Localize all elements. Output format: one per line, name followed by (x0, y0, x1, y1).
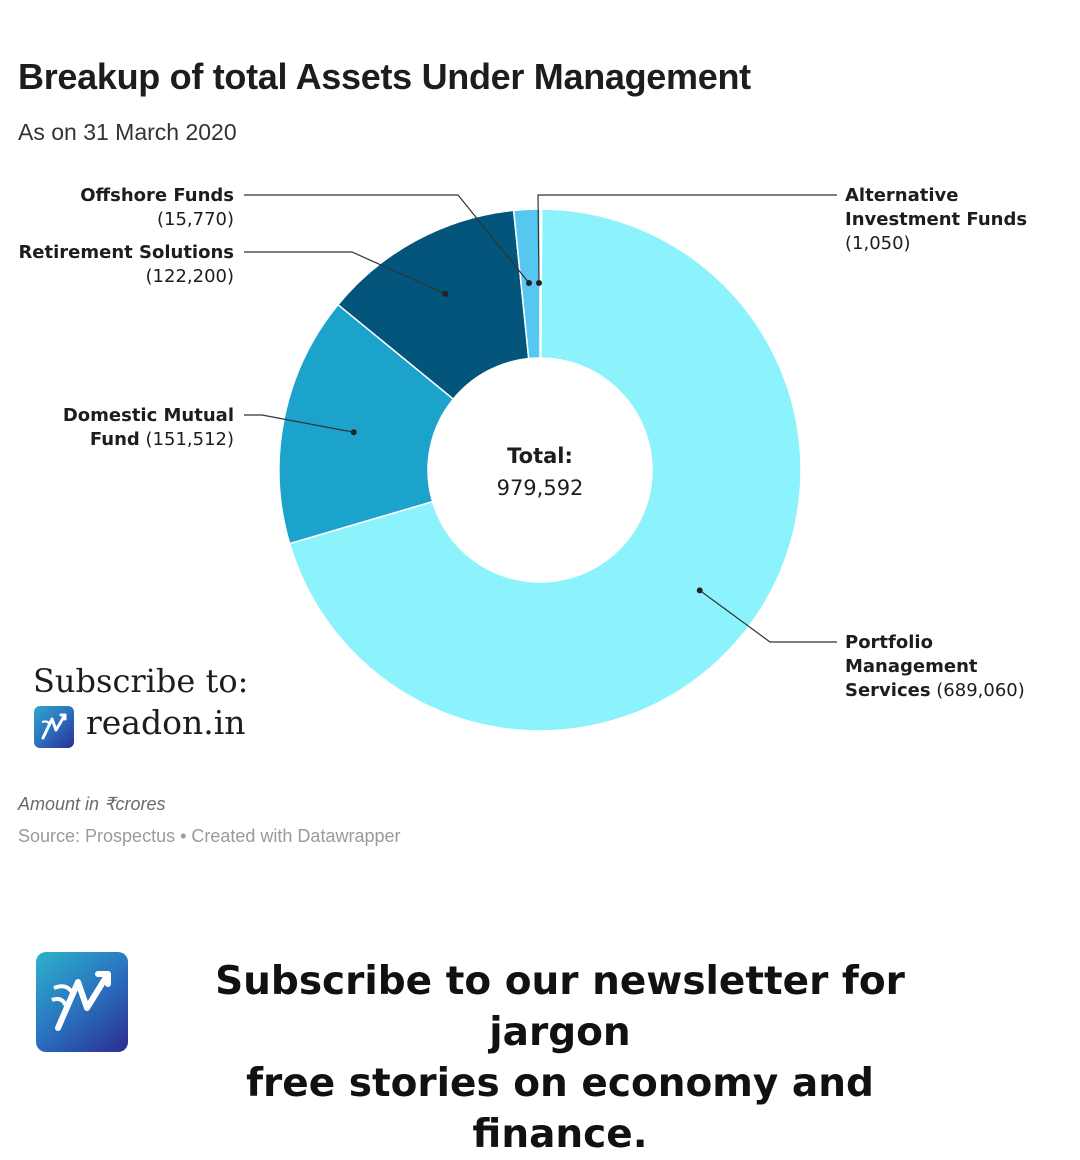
label-name-aif: Alternative (845, 185, 958, 206)
center-total-value: 979,592 (497, 476, 584, 500)
label-dmf: Domestic Mutual Fund (151,512) (63, 405, 234, 450)
label-name-aif: Investment Funds (845, 209, 1027, 230)
slice-pms (288, 208, 802, 732)
newsletter-cta: Subscribe to our newsletter for jargon f… (160, 956, 960, 1160)
slice-dmf (278, 303, 455, 545)
label-name-off: Offshore Funds (80, 185, 234, 206)
leader-dot-pms (696, 587, 703, 594)
label-leader-lines (244, 194, 837, 643)
leader-dot-dmf (350, 429, 357, 436)
donut-chart: Alternative Investment Funds (1,050) Portfo… (18, 185, 1027, 732)
leader-rs (244, 251, 446, 295)
leader-dmf (244, 414, 354, 433)
leader-off (244, 194, 530, 284)
label-aif: Alternative Investment Funds (1,050) (845, 185, 1027, 254)
label-value-aif: (1,050) (845, 233, 911, 254)
label-name-pms: Services (689,060) (845, 680, 1025, 701)
amount-note: Amount in ₹crores (18, 794, 166, 814)
leader-aif (537, 194, 837, 284)
label-name-rs: Retirement Solutions (18, 242, 234, 263)
slice-labels: Alternative Investment Funds (1,050) Portfo… (18, 185, 1027, 701)
center-total-label: Total: (507, 444, 573, 468)
subscribe-label: Subscribe to: (33, 662, 249, 700)
label-value-off: (15,770) (157, 209, 234, 230)
cta-line-1: Subscribe to our newsletter for jargon (215, 959, 905, 1055)
chart-subtitle: As on 31 March 2020 (18, 119, 237, 145)
label-off: Offshore Funds (15,770) (80, 185, 234, 230)
leader-dot-rs (442, 290, 449, 297)
label-name-pms: Management (845, 656, 978, 677)
label-name-dmf: Fund (151,512) (90, 429, 234, 450)
donut-slices (278, 208, 802, 732)
readon-logo-icon[interactable] (34, 706, 74, 748)
label-value-rs: (122,200) (146, 266, 234, 287)
brand-name-link[interactable]: readon.in (86, 703, 246, 742)
chart-title: Breakup of total Assets Under Management (18, 56, 751, 97)
slice-rs (336, 209, 530, 401)
label-name-dmf: Domestic Mutual (63, 405, 234, 426)
leader-pms (699, 589, 837, 643)
label-name-pms: Portfolio (845, 632, 933, 653)
readon-large-logo-icon (36, 952, 128, 1052)
leader-dot-aif (536, 280, 542, 286)
source-line: Source: Prospectus • Created with Datawr… (18, 826, 401, 846)
label-rs: Retirement Solutions (122,200) (18, 242, 234, 287)
cta-line-2: free stories on economy and finance. (246, 1061, 874, 1157)
leader-dot-off (526, 280, 532, 286)
label-pms: Portfolio Management Services (689,060) (845, 632, 1025, 701)
